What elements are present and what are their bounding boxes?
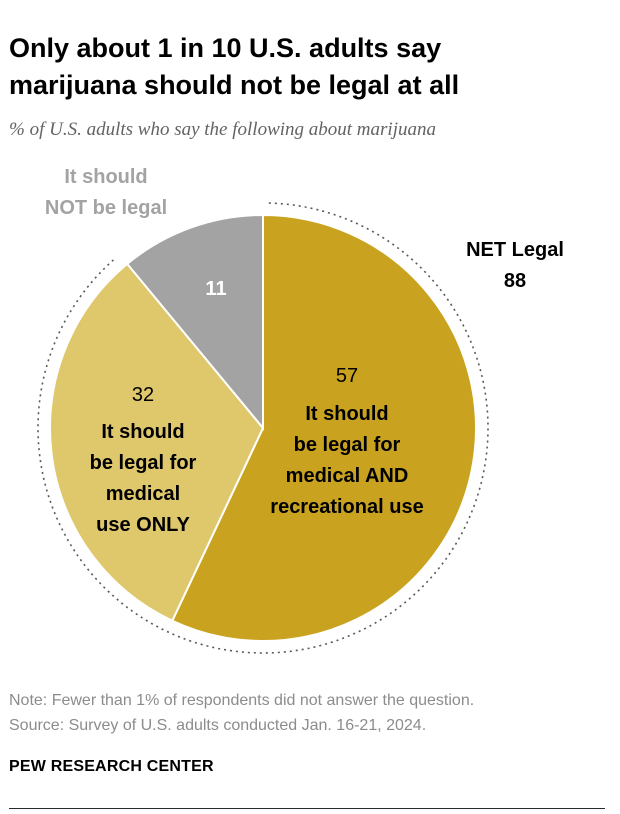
slice-label-medical-and-recreational-line-1: It should (305, 403, 388, 425)
bottom-divider (9, 808, 605, 809)
slice-label-medical-only-line-1: It should (101, 421, 184, 443)
brand-logo-text: PEW RESEARCH CENTER (9, 758, 214, 775)
slice-label-medical-and-recreational-line-3: medical AND (286, 465, 409, 487)
pie-slice-medical-only (49, 262, 265, 623)
pie-chart: It should NOT be legal 11 NET Legal 88 3… (37, 166, 564, 654)
net-legal-bracket-arc (37, 202, 489, 654)
net-legal-value: 88 (504, 270, 526, 292)
chart-title-line-2: marijuana should not be legal at all (9, 70, 460, 100)
net-legal-label: NET Legal (466, 239, 564, 261)
slice-value-not-legal: 11 (205, 278, 226, 300)
slice-label-medical-only-line-3: medical (106, 483, 180, 505)
slice-label-medical-and-recreational-line-2: be legal for (294, 434, 401, 456)
slice-value-medical-and-recreational: 57 (336, 365, 358, 387)
source-text: Source: Survey of U.S. adults conducted … (9, 717, 427, 734)
pie-slice-medical-and-recreational (170, 213, 477, 642)
slice-label-not-legal-line-2: NOT be legal (45, 197, 167, 219)
slice-label-not-legal-line-1: It should (64, 166, 147, 188)
chart-subtitle: % of U.S. adults who say the following a… (9, 119, 436, 140)
slice-label-medical-and-recreational-line-4: recreational use (270, 496, 423, 518)
chart-notes: Note: Fewer than 1% of respondents did n… (9, 688, 474, 738)
chart-title: Only about 1 in 10 U.S. adults say marij… (9, 30, 609, 104)
slice-value-medical-only: 32 (132, 384, 154, 406)
pie-slice-not-legal (125, 213, 264, 431)
pie-slices (49, 213, 477, 642)
note-text: Note: Fewer than 1% of respondents did n… (9, 692, 475, 709)
chart-title-line-1: Only about 1 in 10 U.S. adults say (9, 33, 442, 63)
slice-label-medical-only-line-2: be legal for (90, 452, 197, 474)
slice-label-medical-only-line-4: use ONLY (96, 514, 190, 536)
